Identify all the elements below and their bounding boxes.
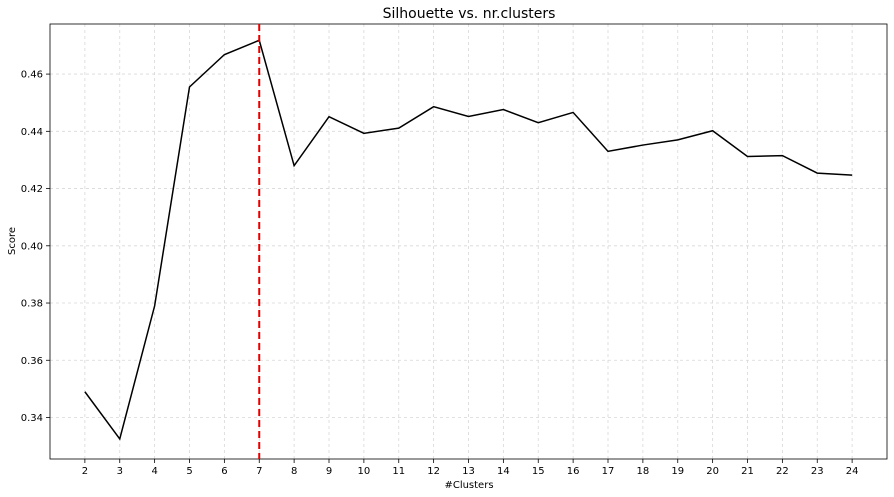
x-tick-label: 20 bbox=[706, 466, 719, 477]
x-tick-label: 4 bbox=[151, 466, 157, 477]
x-axis-label: #Clusters bbox=[444, 480, 493, 491]
y-tick-label: 0.44 bbox=[21, 127, 43, 138]
series-line bbox=[84, 39, 853, 441]
x-tick-label: 12 bbox=[427, 466, 440, 477]
x-tick-label: 13 bbox=[462, 466, 475, 477]
x-tick-label: 6 bbox=[221, 466, 227, 477]
x-tick-label: 8 bbox=[291, 466, 297, 477]
y-tick-label: 0.42 bbox=[21, 184, 43, 195]
x-tick-label: 5 bbox=[186, 466, 192, 477]
x-tick-label: 2 bbox=[82, 466, 88, 477]
chart-title: Silhouette vs. nr.clusters bbox=[383, 6, 556, 22]
x-tick-label: 14 bbox=[497, 466, 510, 477]
gridlines bbox=[50, 24, 887, 459]
x-tick-label: 22 bbox=[776, 466, 789, 477]
y-tick-label: 0.40 bbox=[21, 241, 43, 252]
x-tick-label: 11 bbox=[392, 466, 405, 477]
x-tick-label: 21 bbox=[741, 466, 754, 477]
x-tick-label: 16 bbox=[567, 466, 580, 477]
x-tick-label: 7 bbox=[256, 466, 262, 477]
x-tick-label: 17 bbox=[602, 466, 615, 477]
x-tick-label: 23 bbox=[811, 466, 824, 477]
x-tick-label: 10 bbox=[358, 466, 371, 477]
y-axis: 0.34 0.36 0.38 0.40 0.42 0.44 0.46 bbox=[21, 70, 50, 424]
y-tick-label: 0.46 bbox=[21, 70, 43, 81]
x-tick-label: 24 bbox=[846, 466, 859, 477]
x-tick-label: 15 bbox=[532, 466, 545, 477]
x-tick-label: 18 bbox=[637, 466, 650, 477]
y-tick-label: 0.36 bbox=[21, 356, 43, 367]
x-axis: 2 3 4 5 6 7 8 9 10 11 12 13 14 15 16 17 18 19 20 21 22 23 24 bbox=[82, 459, 859, 477]
y-axis-label: Score bbox=[7, 227, 18, 255]
y-tick-label: 0.34 bbox=[21, 413, 43, 424]
x-tick-label: 3 bbox=[117, 466, 123, 477]
y-tick-label: 0.38 bbox=[21, 299, 43, 310]
x-tick-label: 19 bbox=[671, 466, 684, 477]
x-tick-label: 9 bbox=[326, 466, 332, 477]
